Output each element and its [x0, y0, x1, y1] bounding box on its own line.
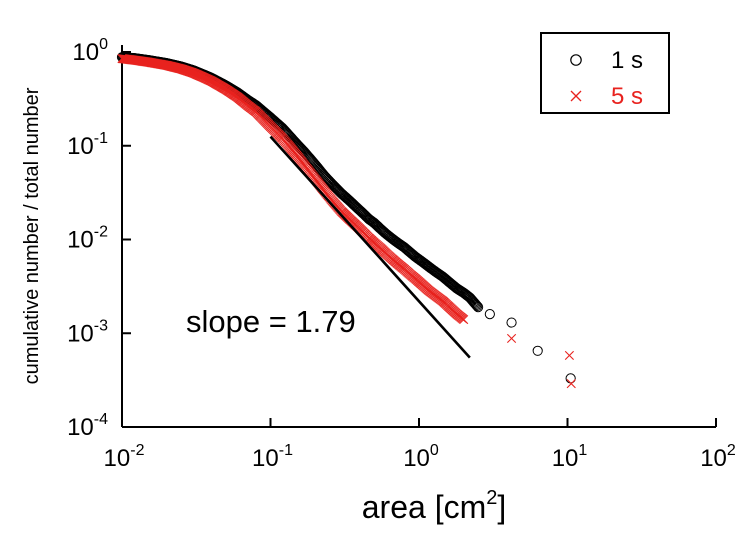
legend: 1 s 5 s — [540, 32, 670, 114]
data-point-1s — [506, 317, 517, 328]
x-tick-labels: 10-2 10-1 100 101 102 — [104, 442, 736, 472]
legend-label-5s: 5 s — [611, 83, 643, 110]
y-tick-label-base: 10 — [67, 227, 94, 254]
x-tick-label: 10-2 — [104, 442, 145, 472]
y-axis-label: cumulative number / total number — [21, 87, 43, 384]
data-point-5s — [459, 314, 469, 325]
slope-annotation: slope = 1.79 — [186, 304, 356, 339]
y-tick-label-exponent: -4 — [94, 411, 108, 428]
y-tick-label: 10-3 — [67, 317, 108, 347]
y-tick-label-exponent: 0 — [99, 36, 108, 53]
x-tick-label-base: 10 — [552, 445, 579, 472]
x-tick-label: 100 — [403, 442, 439, 472]
legend-marker-5s — [570, 90, 582, 102]
y-tick-label-exponent: -2 — [94, 224, 108, 241]
data-point-5s — [566, 379, 576, 389]
legend-entry-5s: 5 s — [570, 83, 643, 110]
x-tick-label: 101 — [552, 442, 588, 472]
legend-entry-1s: 1 s — [570, 47, 643, 74]
data-point-5s-stroke-b — [564, 350, 574, 361]
x-tick-label-exponent: -2 — [130, 442, 144, 459]
y-tick-label: 10-4 — [67, 411, 108, 441]
y-ticks — [122, 51, 131, 428]
x-axis-label-end: ] — [497, 489, 506, 525]
series-5s — [117, 54, 576, 389]
x-tick-label-exponent: -1 — [279, 442, 293, 459]
legend-marker-5s-stroke-b — [570, 90, 582, 102]
x-tick-label-base: 10 — [403, 445, 430, 472]
y-tick-label-base: 10 — [72, 39, 99, 66]
y-tick-label-exponent: -1 — [94, 130, 108, 147]
y-tick-label-base: 10 — [67, 414, 94, 441]
y-tick-label-exponent: -3 — [94, 317, 108, 334]
data-point-5s-stroke-b — [566, 379, 576, 389]
x-tick-label-exponent: 2 — [727, 442, 736, 459]
x-axis-label-superscript: 2 — [486, 487, 497, 509]
x-tick-label: 10-1 — [252, 442, 293, 472]
x-axis-label: area [cm2] — [362, 487, 507, 525]
data-point-5s — [564, 350, 574, 361]
x-tick-label-exponent: 0 — [430, 442, 439, 459]
x-ticks — [121, 418, 717, 427]
y-tick-label: 10-1 — [67, 130, 108, 160]
data-point-1s — [532, 345, 543, 356]
y-tick-label-base: 10 — [67, 133, 94, 160]
y-tick-label: 100 — [72, 36, 108, 66]
legend-box — [540, 32, 670, 114]
data-point-1s — [472, 300, 483, 312]
data-point-1s — [471, 299, 482, 311]
data-point-1s — [472, 302, 484, 313]
x-tick-label-base: 10 — [252, 445, 279, 472]
y-tick-label: 10-2 — [67, 224, 108, 254]
x-tick-label-base: 10 — [700, 445, 727, 472]
data-point-5s — [506, 333, 517, 344]
y-tick-label-base: 10 — [67, 320, 94, 347]
data-point-1s — [470, 298, 481, 310]
legend-marker-1s — [570, 54, 582, 66]
data-point-1s — [484, 309, 495, 320]
data-point-5s-stroke-b — [459, 314, 469, 325]
x-tick-label-exponent: 1 — [578, 442, 587, 459]
fit-line — [269, 135, 471, 359]
legend-label-1s: 1 s — [611, 47, 643, 74]
x-tick-label: 102 — [700, 442, 736, 472]
data-point-5s-stroke-b — [506, 333, 517, 344]
x-tick-label-base: 10 — [104, 445, 131, 472]
x-axis-label-main: area [cm — [362, 489, 486, 525]
